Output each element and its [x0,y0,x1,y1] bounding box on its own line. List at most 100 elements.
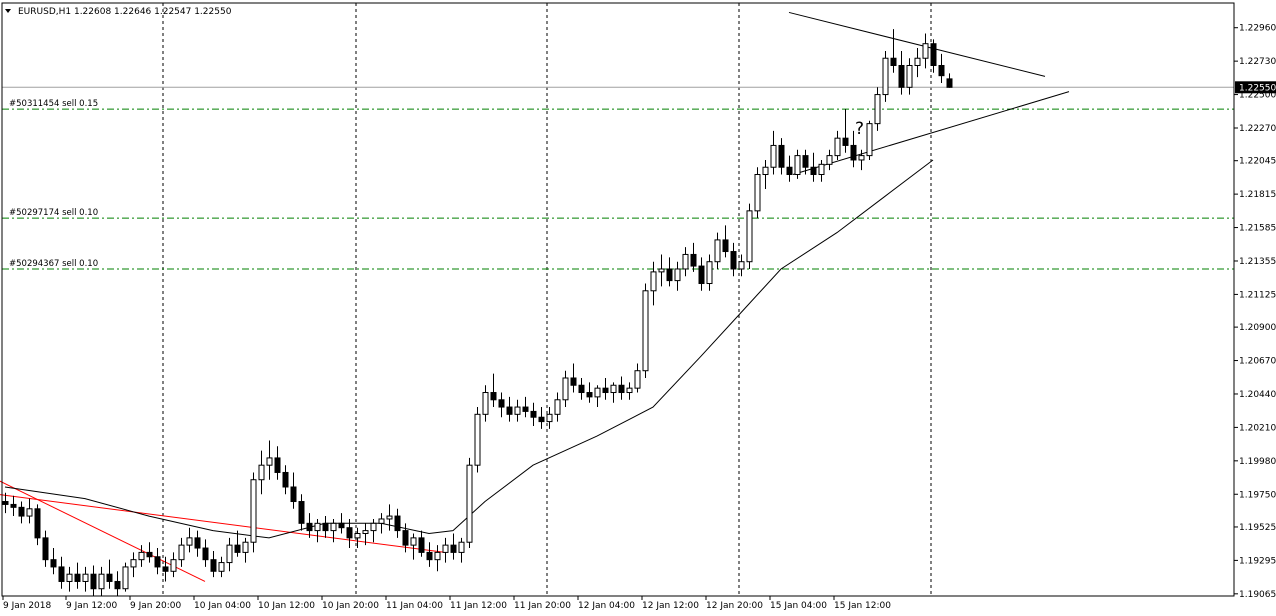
candle-body [426,551,433,561]
candle-body [50,559,57,568]
candle-body [218,562,225,572]
candle-body [858,155,865,161]
candle-body [762,166,769,176]
candle [714,232,721,269]
x-tick-label: 10 Jan 12:00 [258,601,315,611]
y-tick-label: 1.20440 [1239,390,1276,400]
candle [482,385,489,422]
candle [114,571,121,596]
candle-body [322,522,329,532]
y-tick-label: 1.22270 [1239,124,1276,134]
candle [154,548,161,575]
trendline [0,494,446,553]
candle-body [738,261,745,270]
menu-triangle-icon[interactable] [5,9,11,13]
candle [794,149,801,179]
x-tick-label: 11 Jan 12:00 [450,601,507,611]
candle [570,363,577,393]
candle [514,399,521,422]
candle-body [690,253,697,267]
candle [778,138,785,175]
candle-body [250,479,257,543]
candle-body [490,392,497,401]
candle-body [706,261,713,285]
candle-body [98,573,105,590]
candle-body [394,515,401,532]
y-tick-label: 1.22500 [1239,91,1276,101]
order-label: #50311454 sell 0.15 [9,99,98,109]
x-tick-label: 9 Jan 2018 [3,601,51,611]
candle-body [546,413,553,423]
candle [458,537,465,563]
candle [394,508,401,538]
candle [298,494,305,531]
candle [498,392,505,418]
candle-body [730,251,737,270]
candle [282,465,289,495]
candle [354,527,361,549]
candle [314,518,321,543]
candle [90,565,97,596]
candle [138,545,145,567]
candle-body [474,413,481,466]
y-tick-label: 1.22730 [1239,57,1276,67]
candle-body [482,392,489,415]
candle [474,407,481,473]
candle [906,58,913,95]
y-tick-label: 1.21355 [1239,257,1276,267]
y-tick-label: 1.19980 [1239,457,1276,467]
candle-body [186,537,193,546]
y-tick-label: 1.19525 [1239,523,1276,533]
candle [850,130,857,168]
candle-body [82,573,89,582]
candle [210,550,217,578]
candle-body [874,94,881,125]
candle-body [538,416,545,423]
candle [322,516,329,538]
candle-body [914,57,921,66]
candle [442,537,449,563]
candle-body [2,501,9,505]
candle [330,518,337,543]
candle-body [634,370,641,389]
candle [346,518,353,549]
candle-body [674,268,681,282]
candle [554,392,561,422]
candle-body [42,537,49,561]
candle-body [402,530,409,546]
trendlines [0,11,1070,582]
candle-body [258,464,265,481]
candle [218,556,225,578]
candle-body [514,406,521,415]
y-tick-label: 1.19065 [1239,590,1276,600]
candle [426,542,433,567]
candle-body [938,64,945,77]
candle-body [922,43,929,59]
y-tick-label: 1.22045 [1239,157,1276,167]
candle [746,203,753,269]
candle [730,242,737,277]
candle [930,39,937,73]
candle-body [194,537,201,549]
candle-body [946,78,953,88]
candle-body [786,166,793,176]
candle-body [554,399,561,415]
candle [754,167,761,219]
candle-body [74,573,81,582]
candle [618,376,625,400]
candle [266,440,273,480]
candle [946,73,953,88]
candle [698,257,705,291]
candle [866,120,873,160]
candle [722,225,729,258]
candle-body [66,573,73,582]
candle [386,504,393,531]
x-tick-label: 12 Jan 12:00 [642,601,699,611]
candle [770,130,777,175]
candle [2,492,9,514]
candle-body [698,265,705,285]
candle-body [586,392,593,398]
candle [178,537,185,567]
